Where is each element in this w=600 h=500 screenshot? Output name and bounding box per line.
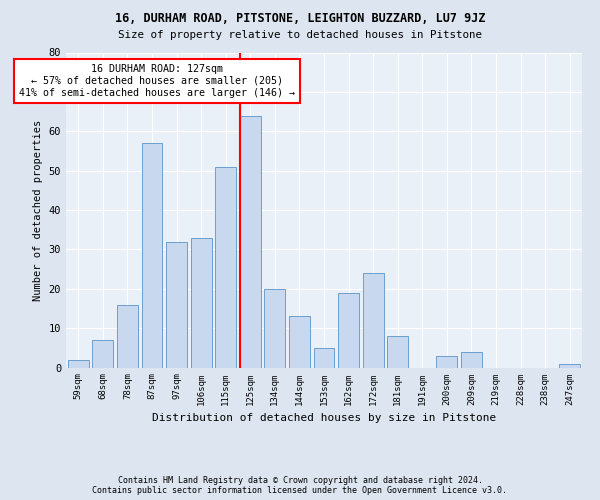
Bar: [461, 352, 482, 368]
Text: Contains HM Land Registry data © Crown copyright and database right 2024.: Contains HM Land Registry data © Crown c…: [118, 476, 482, 485]
Bar: [166, 242, 187, 368]
Text: 16, DURHAM ROAD, PITSTONE, LEIGHTON BUZZARD, LU7 9JZ: 16, DURHAM ROAD, PITSTONE, LEIGHTON BUZZ…: [115, 12, 485, 26]
Bar: [92, 340, 113, 367]
Bar: [436, 356, 457, 368]
Bar: [215, 166, 236, 368]
Text: Size of property relative to detached houses in Pitstone: Size of property relative to detached ho…: [118, 30, 482, 40]
Bar: [68, 360, 89, 368]
Bar: [362, 273, 383, 368]
Bar: [117, 304, 138, 368]
Bar: [191, 238, 212, 368]
Bar: [289, 316, 310, 368]
Bar: [338, 292, 359, 368]
Y-axis label: Number of detached properties: Number of detached properties: [33, 120, 43, 300]
Bar: [314, 348, 334, 368]
Bar: [240, 116, 261, 368]
Text: 16 DURHAM ROAD: 127sqm
← 57% of detached houses are smaller (205)
41% of semi-de: 16 DURHAM ROAD: 127sqm ← 57% of detached…: [19, 64, 295, 98]
Bar: [559, 364, 580, 368]
Text: Contains public sector information licensed under the Open Government Licence v3: Contains public sector information licen…: [92, 486, 508, 495]
Bar: [142, 143, 163, 368]
X-axis label: Distribution of detached houses by size in Pitstone: Distribution of detached houses by size …: [152, 413, 496, 423]
Bar: [387, 336, 408, 368]
Bar: [265, 289, 286, 368]
